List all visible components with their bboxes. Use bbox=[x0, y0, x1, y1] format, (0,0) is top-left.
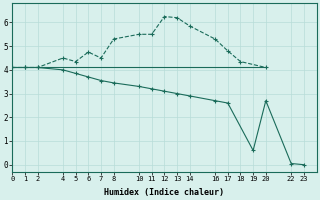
X-axis label: Humidex (Indice chaleur): Humidex (Indice chaleur) bbox=[104, 188, 224, 197]
